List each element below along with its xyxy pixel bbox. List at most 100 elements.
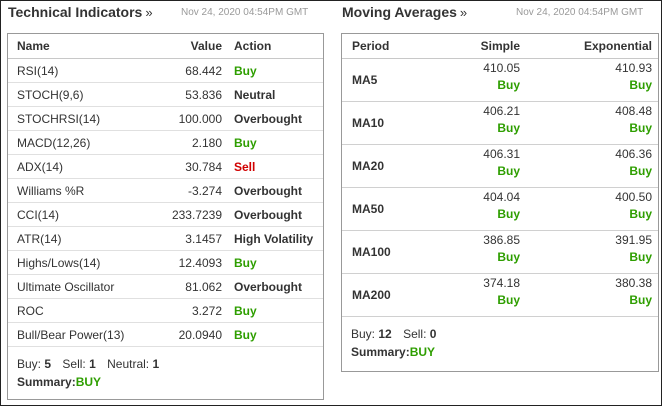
ma-exponential-cell: 400.50 Buy: [520, 187, 658, 231]
table-row: MA50 404.04 Buy 400.50 Buy: [342, 187, 658, 231]
table-row: ATR(14) 3.1457 High Volatility: [8, 226, 323, 251]
indicator-name[interactable]: Ultimate Oscillator: [8, 274, 142, 299]
technical-indicators-header: Technical Indicators» Nov 24, 2020 04:54…: [0, 0, 330, 26]
moving-averages-title[interactable]: Moving Averages: [342, 4, 457, 20]
sell-count: 0: [429, 327, 437, 341]
indicator-name[interactable]: CCI(14): [8, 202, 142, 227]
ma-exponential-value: 400.50: [615, 190, 652, 204]
ma-exponential-value: 380.38: [615, 276, 652, 290]
indicator-name[interactable]: Bull/Bear Power(13): [8, 322, 142, 347]
moving-averages-title-link[interactable]: Moving Averages»: [342, 4, 467, 20]
buy-count: 12: [378, 327, 392, 341]
double-chevron-right-icon[interactable]: »: [145, 5, 153, 20]
ma-exponential-action: Buy: [629, 121, 652, 135]
indicator-value: 30.784: [142, 154, 230, 179]
table-row: MA200 374.18 Buy 380.38 Buy: [342, 273, 658, 317]
ma-period: MA10: [342, 101, 452, 145]
ma-simple-cell: 374.18 Buy: [452, 273, 520, 317]
buy-count: 5: [44, 357, 52, 371]
moving-averages-panel: Moving Averages» Nov 24, 2020 04:54PM GM…: [334, 0, 662, 372]
indicator-name[interactable]: Highs/Lows(14): [8, 250, 142, 275]
indicator-action: Overbought: [230, 178, 323, 203]
technical-indicators-table: Name Value Action RSI(14) 68.442 Buy STOCH(…: [8, 34, 323, 347]
neutral-count-label: Neutral:: [107, 357, 150, 371]
ma-exponential-cell: 410.93 Buy: [520, 58, 658, 102]
indicator-value: 100.000: [142, 106, 230, 131]
ma-simple-action: Buy: [497, 250, 520, 264]
column-header-value: Value: [142, 34, 230, 59]
sell-count: 1: [89, 357, 96, 371]
summary-value: BUY: [75, 375, 102, 389]
indicator-value: 20.0940: [142, 322, 230, 347]
table-row: MACD(12,26) 2.180 Buy: [8, 130, 323, 155]
indicator-name[interactable]: RSI(14): [8, 58, 142, 83]
moving-counts: Buy: 12 Sell: 0: [351, 325, 658, 343]
indicator-name[interactable]: ROC: [8, 298, 142, 323]
technical-indicators-panel: Technical Indicators» Nov 24, 2020 04:54…: [0, 0, 330, 400]
ma-simple-value: 404.04: [483, 190, 520, 204]
table-row: MA5 410.05 Buy 410.93 Buy: [342, 58, 658, 102]
indicator-name[interactable]: STOCHRSI(14): [8, 106, 142, 131]
ma-exponential-action: Buy: [629, 78, 652, 92]
indicator-action: Sell: [230, 154, 323, 179]
ma-exponential-value: 406.36: [615, 147, 652, 161]
moving-averages-summary: Buy: 12 Sell: 0 Summary:BUY: [342, 317, 658, 361]
ma-simple-cell: 406.21 Buy: [452, 101, 520, 145]
indicator-value: 233.7239: [142, 202, 230, 227]
technical-indicators-title-link[interactable]: Technical Indicators»: [8, 4, 153, 20]
technical-indicators-timestamp: Nov 24, 2020 04:54PM GMT: [181, 7, 309, 18]
technical-indicators-title[interactable]: Technical Indicators: [8, 4, 143, 20]
summary-label: Summary:: [351, 345, 410, 359]
table-row: ADX(14) 30.784 Sell: [8, 154, 323, 179]
buy-count-label: Buy:: [351, 327, 376, 341]
table-row: CCI(14) 233.7239 Overbought: [8, 202, 323, 227]
ma-period: MA50: [342, 187, 452, 231]
indicator-value: 2.180: [142, 130, 230, 155]
ma-simple-cell: 386.85 Buy: [452, 230, 520, 274]
summary-label: Summary:: [17, 375, 76, 389]
column-header-exponential: Exponential: [520, 34, 658, 59]
indicator-action: Neutral: [230, 82, 323, 107]
moving-averages-table: Period Simple Exponential MA5 410.05 Buy 41…: [342, 34, 658, 317]
indicator-value: -3.274: [142, 178, 230, 203]
indicator-value: 12.4093: [142, 250, 230, 275]
indicator-action: Buy: [230, 58, 323, 83]
ma-simple-action: Buy: [497, 207, 520, 221]
sell-count-label: Sell:: [403, 327, 427, 341]
indicator-name[interactable]: ADX(14): [8, 154, 142, 179]
table-row: ROC 3.272 Buy: [8, 298, 323, 323]
technical-summary-line: Summary:BUY: [17, 373, 323, 391]
ma-exponential-cell: 391.95 Buy: [520, 230, 658, 274]
ma-exponential-cell: 408.48 Buy: [520, 101, 658, 145]
indicator-value: 68.442: [142, 58, 230, 83]
table-row: STOCHRSI(14) 100.000 Overbought: [8, 106, 323, 131]
indicator-value: 81.062: [142, 274, 230, 299]
moving-averages-timestamp: Nov 24, 2020 04:54PM GMT: [516, 7, 644, 18]
ma-simple-value: 406.21: [483, 104, 520, 118]
table-row: Ultimate Oscillator 81.062 Overbought: [8, 274, 323, 299]
indicator-name[interactable]: MACD(12,26): [8, 130, 142, 155]
table-row: Bull/Bear Power(13) 20.0940 Buy: [8, 322, 323, 347]
double-chevron-right-icon[interactable]: »: [459, 5, 468, 20]
column-header-simple: Simple: [452, 34, 520, 59]
column-header-action: Action: [230, 34, 323, 59]
indicator-action: Overbought: [230, 274, 323, 299]
table-header-row: Name Value Action: [8, 34, 323, 59]
indicator-name[interactable]: STOCH(9,6): [8, 82, 142, 107]
neutral-count: 1: [152, 357, 160, 371]
indicator-name[interactable]: Williams %R: [8, 178, 142, 203]
table-row: MA100 386.85 Buy 391.95 Buy: [342, 230, 658, 274]
ma-exponential-action: Buy: [629, 293, 652, 307]
sell-count-label: Sell:: [62, 357, 86, 371]
ma-exponential-value: 408.48: [615, 104, 652, 118]
indicator-action: Buy: [230, 250, 323, 275]
ma-simple-cell: 406.31 Buy: [452, 144, 520, 188]
technical-counts: Buy: 5 Sell: 1 Neutral: 1: [17, 355, 323, 373]
column-header-period: Period: [342, 34, 452, 59]
indicator-name[interactable]: ATR(14): [8, 226, 142, 251]
ma-exponential-value: 410.93: [615, 61, 652, 75]
moving-summary-line: Summary:BUY: [351, 343, 658, 361]
ma-simple-value: 386.85: [483, 233, 520, 247]
ma-period: MA20: [342, 144, 452, 188]
ma-simple-action: Buy: [497, 164, 520, 178]
